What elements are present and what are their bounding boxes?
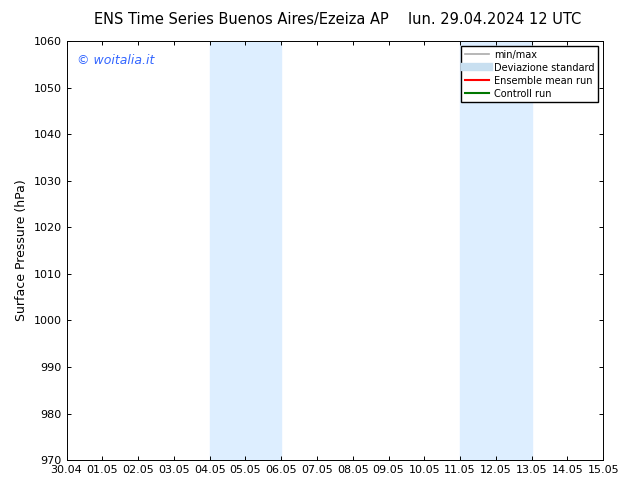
Text: © woitalia.it: © woitalia.it <box>77 53 155 67</box>
Legend: min/max, Deviazione standard, Ensemble mean run, Controll run: min/max, Deviazione standard, Ensemble m… <box>461 46 598 102</box>
Bar <box>460 41 532 460</box>
Text: lun. 29.04.2024 12 UTC: lun. 29.04.2024 12 UTC <box>408 12 581 27</box>
Bar <box>210 41 281 460</box>
Y-axis label: Surface Pressure (hPa): Surface Pressure (hPa) <box>15 180 28 321</box>
Text: ENS Time Series Buenos Aires/Ezeiza AP: ENS Time Series Buenos Aires/Ezeiza AP <box>94 12 388 27</box>
